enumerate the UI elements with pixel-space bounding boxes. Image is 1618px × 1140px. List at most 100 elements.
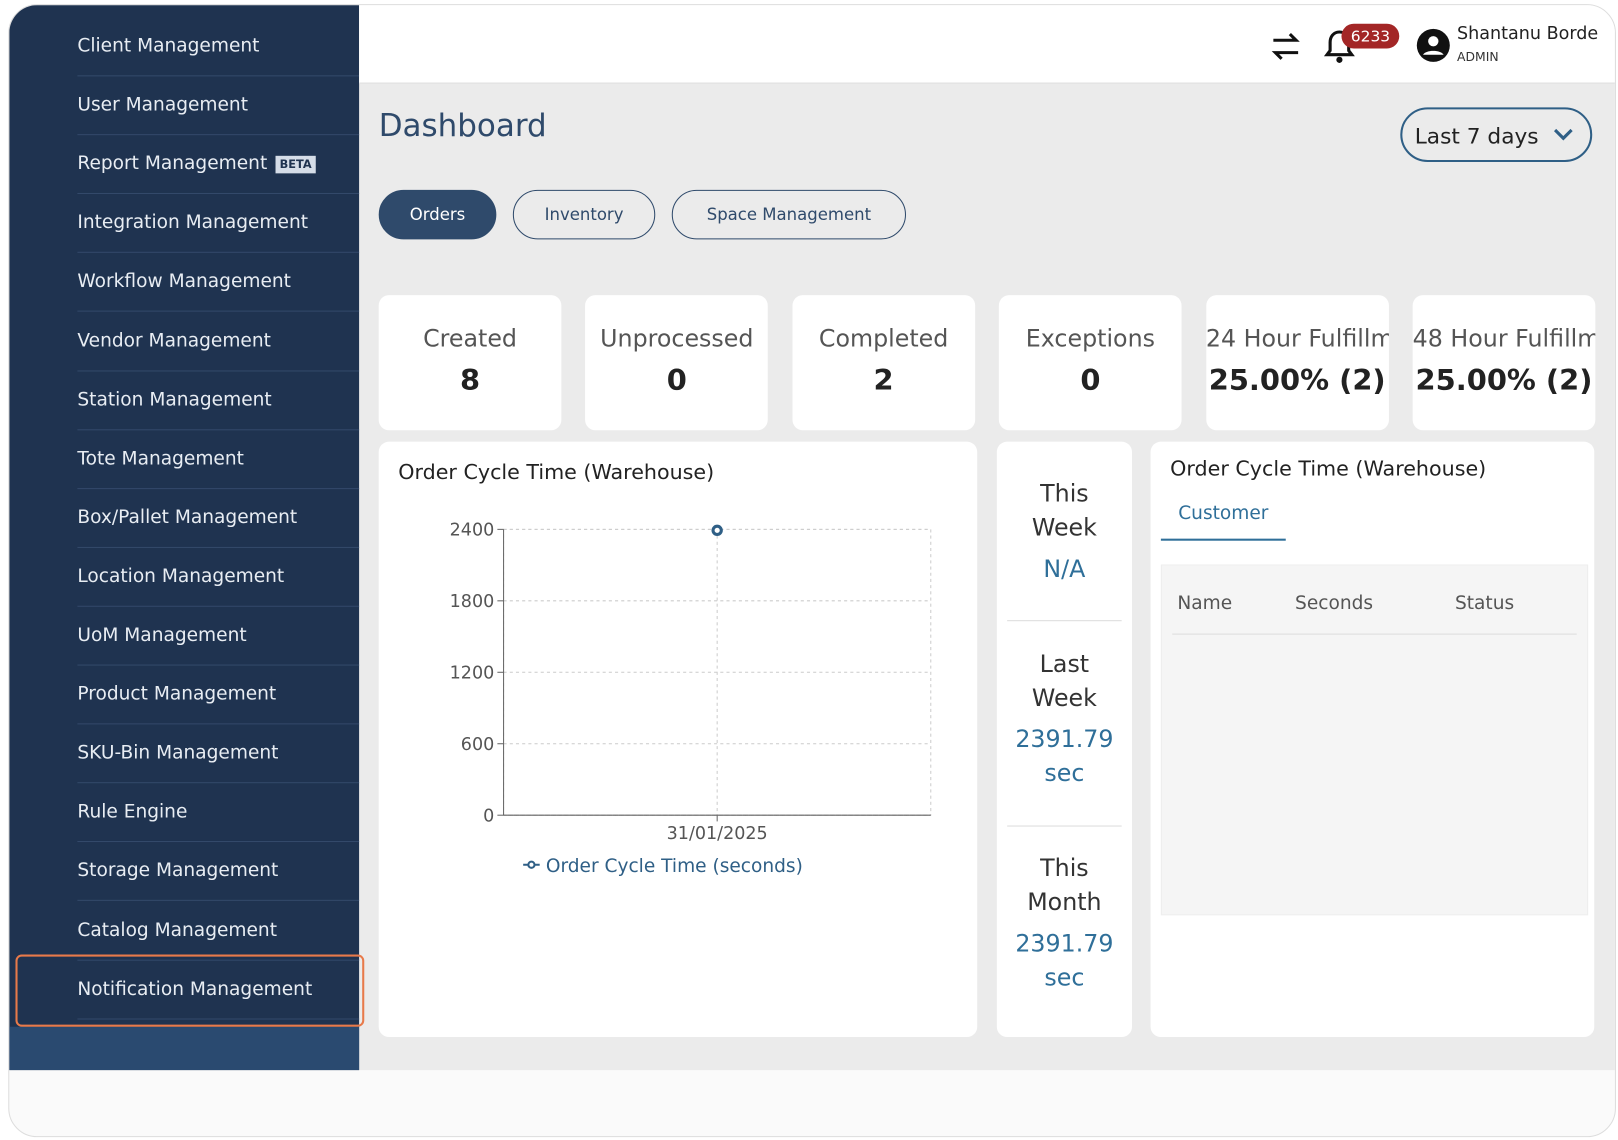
range-label: Last 7 days	[1414, 123, 1539, 149]
chart: Order Cycle Time (Warehouse) 0 600 1200 180…	[398, 460, 932, 877]
sidebar-item[interactable]: Integration Management	[77, 194, 360, 254]
summary-period: This Month	[1027, 855, 1102, 917]
sidebar-label: User Management	[77, 93, 248, 116]
stat-label: 24 Hour Fulfillment	[1205, 326, 1389, 353]
page-title: Dashboard	[378, 108, 547, 145]
sidebar-label: Box/Pallet Management	[77, 506, 298, 529]
sidebar-label: Workflow Management	[77, 270, 291, 293]
table: Name Seconds Status	[1160, 564, 1589, 916]
stat-card: Unprocessed 0	[585, 295, 769, 431]
sidebar-item[interactable]: Report Management BETA	[77, 135, 360, 195]
divider	[1007, 825, 1122, 827]
stat-value: 25.00% (2)	[1415, 363, 1593, 398]
user-name: Shantanu Borde	[1457, 23, 1599, 45]
stat-card: 48 Hour Fulfillment 25.00% (2)	[1412, 295, 1596, 431]
column-header: Seconds	[1295, 592, 1374, 614]
stat-label: Created	[423, 326, 517, 353]
point	[711, 524, 723, 537]
sidebar-item[interactable]: Vendor Management	[77, 312, 360, 371]
sidebar-item[interactable]: Location Management	[77, 548, 360, 607]
sidebar-item[interactable]: SKU-Bin Management	[77, 725, 360, 784]
highlight-box	[15, 954, 365, 1027]
sidebar-item[interactable]: Station Management	[77, 371, 360, 430]
sidebar-label: Storage Management	[77, 859, 279, 882]
chart-title: Order Cycle Time (Warehouse)	[398, 460, 714, 484]
sidebar-item[interactable]: Client Management	[77, 18, 360, 77]
user-role: ADMIN	[1457, 49, 1499, 64]
sidebar-item[interactable]: User Management	[77, 76, 360, 136]
sidebar-label: Product Management	[77, 683, 277, 705]
beta-badge: BETA	[275, 155, 316, 174]
stat-value: 25.00% (2)	[1208, 363, 1386, 398]
stat-value: 8	[459, 363, 481, 398]
tab[interactable]: Space Management	[671, 189, 907, 240]
sidebar: Client Management User Management Report M…	[9, 5, 360, 1071]
sidebar-label: Location Management	[77, 565, 285, 588]
user-icon[interactable]	[1416, 28, 1451, 63]
divider	[1007, 620, 1122, 622]
stat-card: Exceptions 0	[999, 295, 1182, 431]
sidebar-item[interactable]: Product Management	[77, 666, 360, 725]
range-selector[interactable]: Last 7 days	[1400, 107, 1593, 163]
sidebar-item[interactable]: Storage Management	[77, 842, 360, 902]
summary-period: This Week	[1031, 480, 1097, 542]
sidebar-item[interactable]: UoM Management	[77, 607, 360, 666]
sidebar-label: Station Management	[77, 388, 272, 411]
stat-value: 2	[873, 363, 894, 398]
stat-card: Completed 2	[792, 295, 975, 431]
chart-card: Order Cycle Time (Warehouse) 0 600 1200 180…	[378, 441, 978, 1038]
sidebar-label: Catalog Management	[77, 918, 277, 941]
sidebar-label: Client Management	[77, 35, 260, 57]
stat-card: 24 Hour Fulfillment 25.00% (2)	[1205, 295, 1389, 431]
app-frame: Client Management User Management Report M…	[8, 4, 1616, 1138]
header: 6233 Shantanu Borde ADMIN	[359, 5, 1615, 84]
y-tick-label: 1200	[450, 663, 495, 683]
y-tick-label: 1800	[450, 592, 495, 612]
summary-value: 2391.79 sec	[1015, 930, 1114, 992]
sidebar-label: Report Management	[77, 152, 268, 175]
column-header: Status	[1454, 592, 1515, 614]
stat-label: Completed	[818, 326, 949, 353]
tab[interactable]: Inventory	[512, 189, 656, 240]
sidebar-item[interactable]: Tote Management	[77, 430, 360, 489]
sidebar-label: UoM Management	[77, 624, 247, 646]
stat-label: Exceptions	[1025, 326, 1155, 353]
stat-label: 48 Hour Fulfillment	[1412, 326, 1596, 353]
table-card: Order Cycle Time (Warehouse) Customer Na…	[1150, 441, 1595, 1038]
table-title: Order Cycle Time (Warehouse)	[1170, 456, 1487, 481]
y-tick-label: 600	[461, 735, 494, 755]
sidebar-label: Vendor Management	[77, 329, 271, 352]
sidebar-item[interactable]: Catalog Management	[77, 901, 360, 961]
sidebar-label: Tote Management	[77, 447, 244, 470]
sidebar-label: SKU-Bin Management	[77, 742, 279, 764]
sidebar-item[interactable]: Workflow Management	[77, 253, 360, 313]
chevron	[1553, 128, 1573, 141]
tab[interactable]: Orders	[378, 189, 497, 240]
stat-value: 0	[1080, 363, 1101, 398]
stat-label: Unprocessed	[600, 326, 754, 353]
summary-value: 2391.79 sec	[1015, 726, 1114, 788]
x-tick-label: 31/01/2025	[667, 824, 768, 844]
swap-icon[interactable]	[1267, 28, 1304, 65]
sidebar-label: Integration Management	[77, 211, 309, 234]
sidebar-label: Rule Engine	[77, 801, 188, 823]
sidebar-item[interactable]: Notification Management	[77, 960, 360, 1020]
y-tick-label: 0	[483, 806, 494, 826]
y-tick-label: 2400	[450, 521, 495, 541]
header-divider	[1172, 633, 1577, 635]
summary-card: This Week N/A Last Week 2391.79 sec This Mon…	[996, 441, 1132, 1038]
sidebar-item[interactable]: Box/Pallet Management	[77, 489, 360, 548]
stat-card: Created 8	[378, 295, 562, 431]
sidebar-item[interactable]: Rule Engine	[77, 784, 360, 843]
sidebar-label: Notification Management	[77, 977, 313, 1000]
table-tab[interactable]: Customer	[1160, 499, 1286, 541]
summary-period: Last Week	[1031, 651, 1097, 713]
legend-marker	[527, 860, 536, 869]
notification-badge[interactable]: 6233	[1341, 23, 1400, 49]
summary-value: N/A	[1043, 556, 1086, 584]
sidebar-footer	[9, 1026, 360, 1071]
column-header: Name	[1177, 592, 1233, 614]
legend-label: Order Cycle Time (seconds)	[546, 856, 803, 877]
